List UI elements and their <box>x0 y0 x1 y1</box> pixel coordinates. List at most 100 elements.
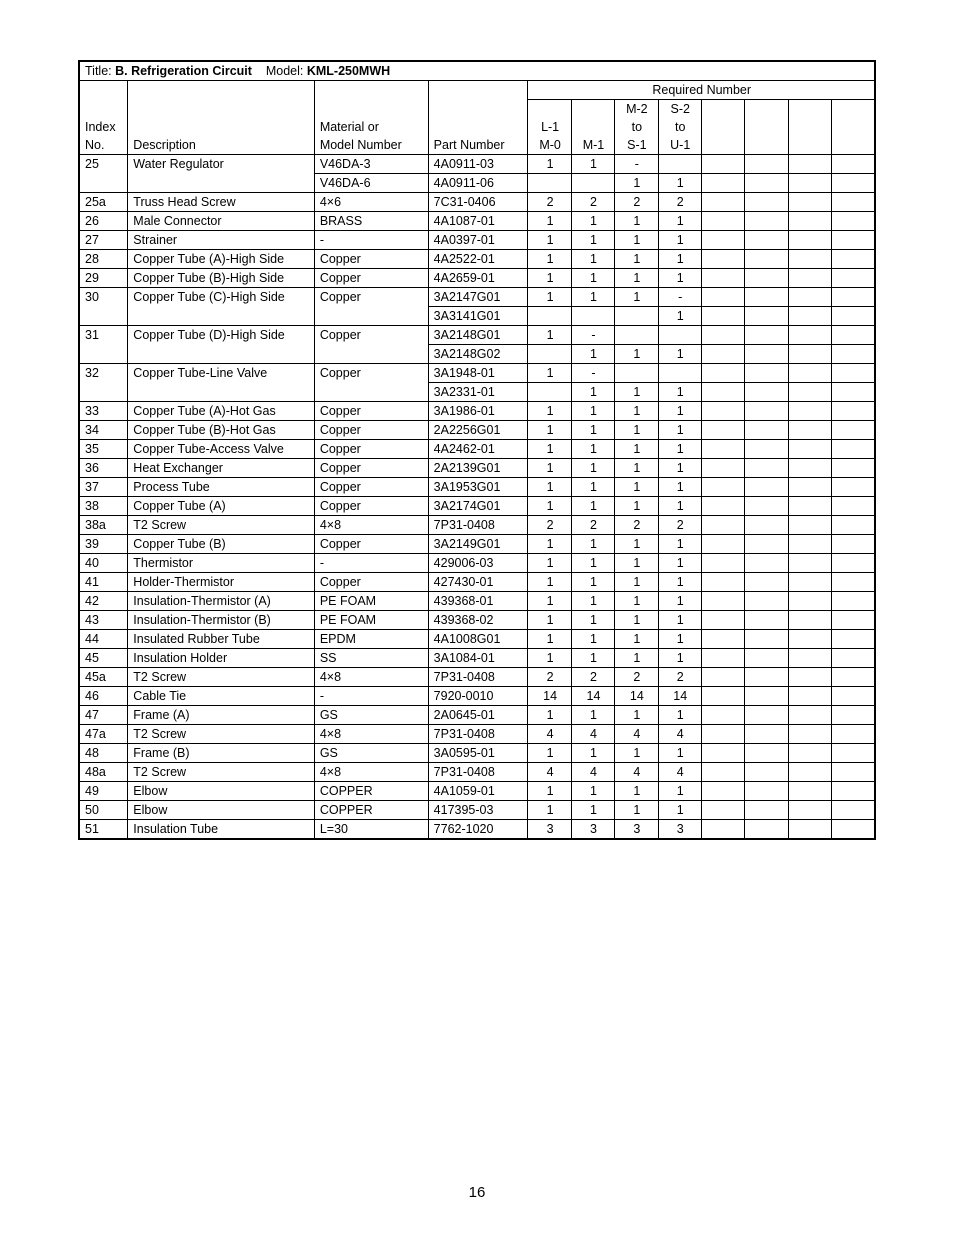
cell-description: T2 Screw <box>128 668 315 687</box>
cell-qty: 1 <box>615 269 658 288</box>
cell-blank <box>788 402 831 421</box>
cell-blank <box>701 516 744 535</box>
cell-qty: 1 <box>658 801 701 820</box>
cell-description: Copper Tube (A)-High Side <box>128 250 315 269</box>
cell-blank <box>701 668 744 687</box>
cell-index: 41 <box>79 573 128 592</box>
cell-qty: 2 <box>571 193 614 212</box>
cell-blank <box>832 421 875 440</box>
cell-part: 3A2147G01 <box>428 288 528 307</box>
cell-part: 4A1059-01 <box>428 782 528 801</box>
cell-blank <box>788 630 831 649</box>
cell-index: 48a <box>79 763 128 782</box>
cell-qty <box>528 307 571 326</box>
table-row: 39Copper Tube (B)Copper3A2149G011111 <box>79 535 875 554</box>
cell-index: 36 <box>79 459 128 478</box>
cell-blank <box>701 440 744 459</box>
cell-index: 45 <box>79 649 128 668</box>
cell-blank <box>745 782 788 801</box>
cell-qty: - <box>615 155 658 174</box>
cell-description: Copper Tube (B)-Hot Gas <box>128 421 315 440</box>
cell-blank <box>745 497 788 516</box>
cell-qty: 1 <box>658 383 701 402</box>
cell-blank <box>701 421 744 440</box>
cell-part: 427430-01 <box>428 573 528 592</box>
cell-index: 27 <box>79 231 128 250</box>
cell-blank <box>701 326 744 345</box>
cell-blank <box>832 326 875 345</box>
cell-qty: 1 <box>615 231 658 250</box>
cell-blank <box>701 364 744 383</box>
cell-blank <box>832 573 875 592</box>
cell-blank <box>745 383 788 402</box>
cell-index: 51 <box>79 820 128 840</box>
cell-blank <box>788 250 831 269</box>
table-row: 38Copper Tube (A)Copper3A2174G011111 <box>79 497 875 516</box>
cell-blank <box>832 193 875 212</box>
cell-description: Frame (A) <box>128 706 315 725</box>
cell-index: 34 <box>79 421 128 440</box>
cell-qty: 1 <box>528 421 571 440</box>
table-row: 31Copper Tube (D)-High SideCopper3A2148G… <box>79 326 875 345</box>
cell-material: - <box>314 687 428 706</box>
cell-index: 32 <box>79 364 128 402</box>
table-row: 28Copper Tube (A)-High SideCopper4A2522-… <box>79 250 875 269</box>
cell-qty: 1 <box>658 269 701 288</box>
cell-index: 37 <box>79 478 128 497</box>
cell-blank <box>745 402 788 421</box>
cell-blank <box>745 725 788 744</box>
cell-blank <box>832 630 875 649</box>
cell-material: Copper <box>314 421 428 440</box>
cell-part: 7P31-0408 <box>428 725 528 744</box>
table-row: 34Copper Tube (B)-Hot GasCopper2A2256G01… <box>79 421 875 440</box>
cell-blank <box>832 269 875 288</box>
cell-qty: 1 <box>571 345 614 364</box>
cell-qty: 1 <box>658 611 701 630</box>
cell-index: 28 <box>79 250 128 269</box>
cell-blank <box>788 421 831 440</box>
table-row: 32Copper Tube-Line ValveCopper3A1948-011… <box>79 364 875 383</box>
cell-description: Thermistor <box>128 554 315 573</box>
cell-blank <box>701 592 744 611</box>
cell-qty: 1 <box>571 212 614 231</box>
cell-qty: 1 <box>615 421 658 440</box>
cell-description: Elbow <box>128 782 315 801</box>
cell-material: BRASS <box>314 212 428 231</box>
cell-qty: 1 <box>528 440 571 459</box>
cell-qty: 4 <box>528 763 571 782</box>
table-row: 37Process TubeCopper3A1953G011111 <box>79 478 875 497</box>
cell-part: 3A1084-01 <box>428 649 528 668</box>
cell-qty: 1 <box>571 478 614 497</box>
cell-blank <box>745 687 788 706</box>
cell-description: Insulation Tube <box>128 820 315 840</box>
cell-index: 35 <box>79 440 128 459</box>
cell-blank <box>701 763 744 782</box>
cell-index: 33 <box>79 402 128 421</box>
cell-blank <box>745 516 788 535</box>
cell-material: Copper <box>314 478 428 497</box>
cell-qty: 1 <box>658 649 701 668</box>
cell-blank <box>701 744 744 763</box>
cell-qty: - <box>571 364 614 383</box>
cell-blank <box>832 478 875 497</box>
cell-qty: 1 <box>528 250 571 269</box>
cell-blank <box>788 649 831 668</box>
cell-blank <box>745 269 788 288</box>
cell-part: 3A2174G01 <box>428 497 528 516</box>
cell-part: 439368-02 <box>428 611 528 630</box>
cell-qty: 1 <box>528 459 571 478</box>
cell-blank <box>832 706 875 725</box>
cell-description: Copper Tube (B)-High Side <box>128 269 315 288</box>
table-row: 41Holder-ThermistorCopper427430-011111 <box>79 573 875 592</box>
cell-blank <box>745 364 788 383</box>
cell-qty: 1 <box>615 611 658 630</box>
cell-blank <box>745 174 788 193</box>
cell-qty: 1 <box>571 383 614 402</box>
cell-blank <box>745 231 788 250</box>
cell-qty: 1 <box>658 630 701 649</box>
cell-qty: 1 <box>571 592 614 611</box>
cell-blank <box>788 497 831 516</box>
cell-qty <box>615 364 658 383</box>
cell-material: Copper <box>314 573 428 592</box>
cell-qty: 2 <box>571 516 614 535</box>
